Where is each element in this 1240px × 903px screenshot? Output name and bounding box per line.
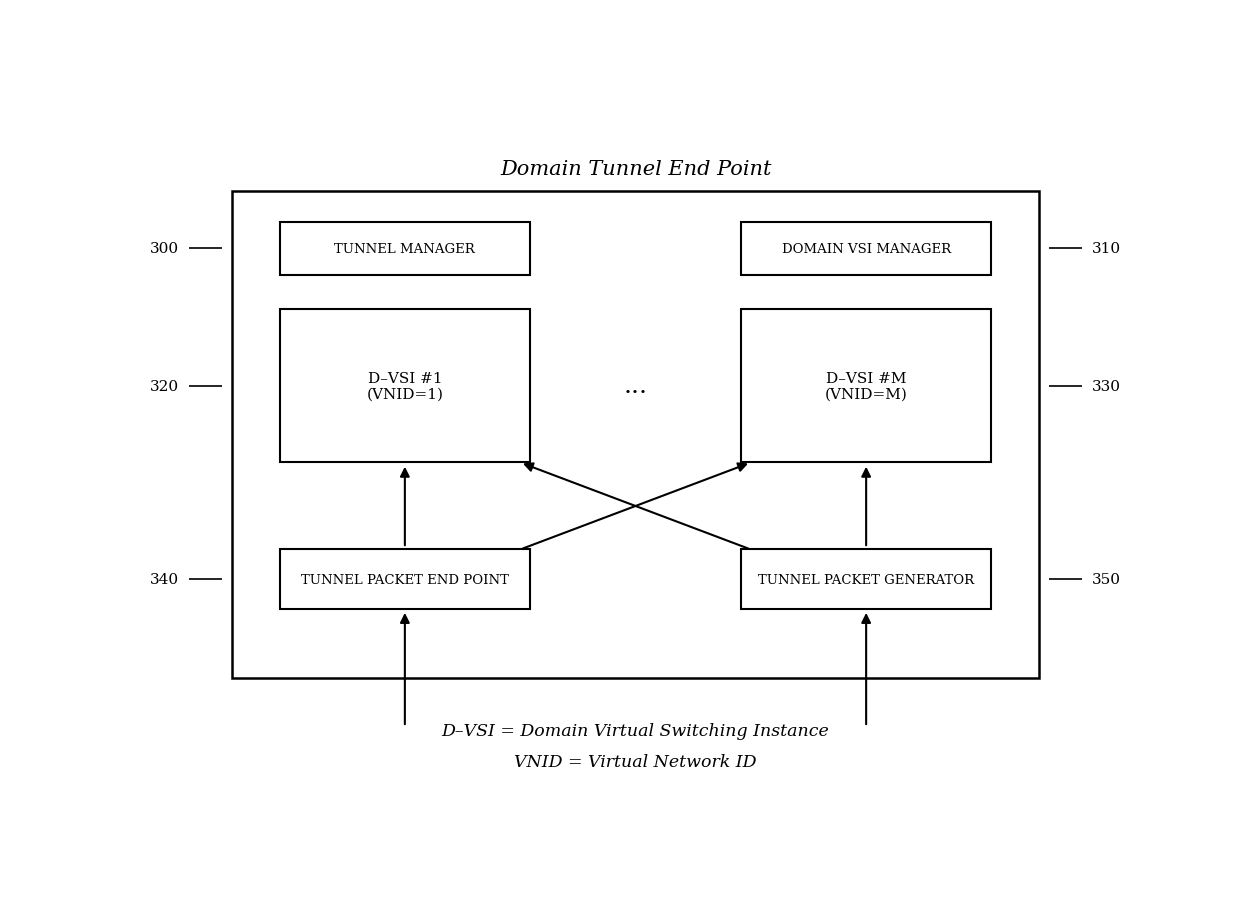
Text: DOMAIN VSI MANAGER: DOMAIN VSI MANAGER [781,243,951,256]
Text: TUNNEL PACKET GENERATOR: TUNNEL PACKET GENERATOR [758,573,975,586]
Text: ...: ... [624,375,647,398]
Text: 300: 300 [150,242,179,256]
Text: D–VSI #M
(VNID=M): D–VSI #M (VNID=M) [825,371,908,402]
Bar [280,550,529,609]
Bar [280,310,529,463]
Text: 330: 330 [1092,379,1121,394]
Text: Domain Tunnel End Point: Domain Tunnel End Point [500,161,771,180]
Bar [742,223,991,275]
Text: D–VSI = Domain Virtual Switching Instance: D–VSI = Domain Virtual Switching Instanc… [441,722,830,740]
Text: 320: 320 [150,379,179,394]
Text: TUNNEL PACKET END POINT: TUNNEL PACKET END POINT [301,573,508,586]
Text: TUNNEL MANAGER: TUNNEL MANAGER [335,243,475,256]
Text: 350: 350 [1092,573,1121,586]
Text: VNID = Virtual Network ID: VNID = Virtual Network ID [515,753,756,770]
Bar [742,550,991,609]
Text: D–VSI #1
(VNID=1): D–VSI #1 (VNID=1) [366,371,444,402]
Bar [742,310,991,463]
Text: 310: 310 [1092,242,1121,256]
Bar [232,191,1039,678]
Text: 340: 340 [150,573,179,586]
Bar [280,223,529,275]
